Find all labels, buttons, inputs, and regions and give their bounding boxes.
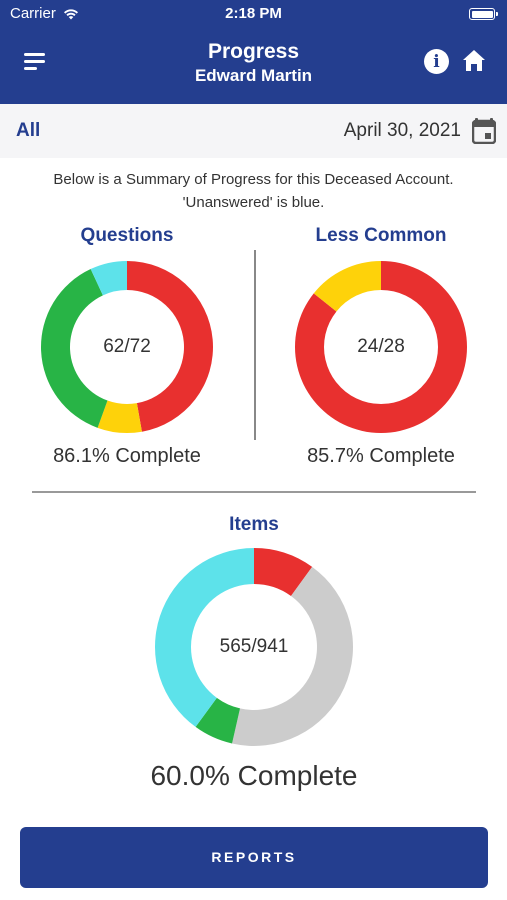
carrier-indicator: Carrier <box>10 5 80 22</box>
filter-bar: All April 30, 2021 <box>0 104 507 158</box>
questions-count: 62/72 <box>103 336 151 357</box>
donut-slice-0-3 <box>90 261 127 296</box>
reports-button[interactable]: REPORTS <box>20 827 488 888</box>
donut-slice-2-1 <box>232 566 353 746</box>
less-common-donut-chart <box>295 261 467 433</box>
less-common-count: 24/28 <box>357 336 405 357</box>
donut-slice-1-0 <box>295 261 467 433</box>
status-time: 2:18 PM <box>225 5 282 22</box>
donut-slice-2-0 <box>254 548 313 597</box>
calendar-icon[interactable] <box>471 118 497 145</box>
app-header: Carrier 2:18 PM Progress Edward Martin i <box>0 0 507 104</box>
info-icon[interactable]: i <box>424 49 449 74</box>
summary-line-1: Below is a Summary of Progress for this … <box>53 171 454 188</box>
less-common-chart-title: Less Common <box>315 225 447 246</box>
items-count: 565/941 <box>219 636 289 657</box>
home-icon[interactable] <box>461 48 487 74</box>
date-selector[interactable]: April 30, 2021 <box>343 120 461 141</box>
account-name: Edward Martin <box>194 66 313 85</box>
page-title: Progress <box>207 40 300 63</box>
questions-chart-title: Questions <box>80 225 174 246</box>
chart-divider-horizontal <box>32 491 476 493</box>
donut-slice-2-3 <box>154 548 254 727</box>
status-bar: Carrier 2:18 PM <box>0 0 507 28</box>
less-common-complete-label: 85.7% Complete <box>307 445 455 467</box>
questions-complete-label: 86.1% Complete <box>53 445 201 467</box>
donut-slice-0-2 <box>40 269 108 428</box>
questions-donut-chart <box>40 261 213 433</box>
donut-slice-1-1 <box>313 261 381 312</box>
summary-line-2: 'Unanswered' is blue. <box>182 194 325 211</box>
donut-slice-0-0 <box>127 261 213 432</box>
summary-text: Below is a Summary of Progress for this … <box>0 168 507 214</box>
scope-filter-all[interactable]: All <box>16 120 41 141</box>
donut-slice-2-2 <box>195 697 241 744</box>
carrier-label: Carrier <box>10 5 56 22</box>
items-chart-title: Items <box>229 514 279 535</box>
battery-icon <box>469 8 498 20</box>
donut-slice-0-1 <box>97 400 142 433</box>
chart-divider-vertical <box>254 250 256 440</box>
menu-icon[interactable] <box>22 50 48 74</box>
items-donut-chart <box>154 548 353 746</box>
wifi-icon <box>63 8 78 19</box>
items-complete-label: 60.0% Complete <box>150 760 358 791</box>
